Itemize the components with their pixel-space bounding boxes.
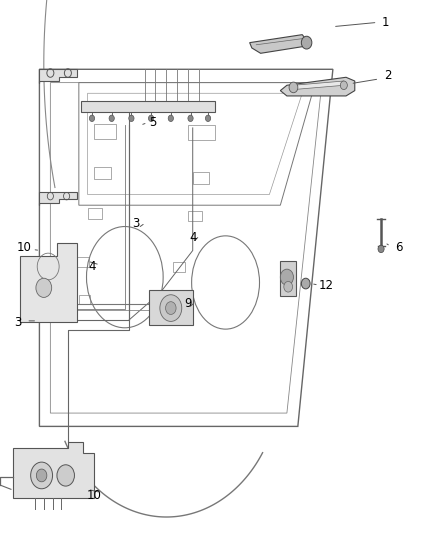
Circle shape	[36, 469, 47, 482]
Polygon shape	[13, 442, 94, 498]
Text: 3: 3	[14, 316, 21, 329]
Circle shape	[109, 115, 114, 122]
Circle shape	[301, 278, 310, 289]
Circle shape	[160, 295, 182, 321]
Circle shape	[289, 82, 298, 93]
Text: 3: 3	[132, 217, 139, 230]
Text: 4: 4	[88, 260, 96, 273]
Polygon shape	[20, 243, 77, 322]
Circle shape	[301, 36, 312, 49]
Text: 10: 10	[17, 241, 32, 254]
Bar	[79, 295, 90, 304]
Circle shape	[280, 269, 293, 285]
Text: 4: 4	[189, 231, 197, 244]
Text: 2: 2	[384, 69, 392, 82]
Circle shape	[378, 245, 384, 253]
Bar	[94, 124, 116, 139]
Circle shape	[284, 281, 293, 292]
Polygon shape	[280, 261, 296, 296]
Circle shape	[340, 81, 347, 90]
Bar	[188, 211, 202, 221]
Circle shape	[31, 462, 53, 489]
Text: 10: 10	[87, 489, 102, 502]
Bar	[77, 257, 89, 266]
Bar	[88, 208, 102, 219]
Bar	[162, 301, 173, 309]
Polygon shape	[39, 69, 77, 83]
Bar	[188, 125, 215, 140]
Circle shape	[129, 115, 134, 122]
Bar	[173, 262, 185, 272]
Polygon shape	[81, 101, 215, 112]
Polygon shape	[293, 81, 344, 90]
Circle shape	[57, 465, 74, 486]
Polygon shape	[250, 35, 311, 53]
Circle shape	[148, 115, 154, 122]
Text: 6: 6	[395, 241, 403, 254]
Text: 1: 1	[381, 16, 389, 29]
Circle shape	[205, 115, 211, 122]
Circle shape	[168, 115, 173, 122]
Circle shape	[188, 115, 193, 122]
Circle shape	[166, 302, 176, 314]
Bar	[193, 172, 209, 184]
Bar	[94, 167, 111, 179]
Polygon shape	[280, 77, 355, 96]
Polygon shape	[149, 290, 193, 325]
Circle shape	[89, 115, 95, 122]
Circle shape	[36, 278, 52, 297]
Text: 5: 5	[150, 116, 157, 129]
Text: 9: 9	[184, 297, 192, 310]
Text: 12: 12	[319, 279, 334, 292]
Polygon shape	[39, 192, 77, 205]
